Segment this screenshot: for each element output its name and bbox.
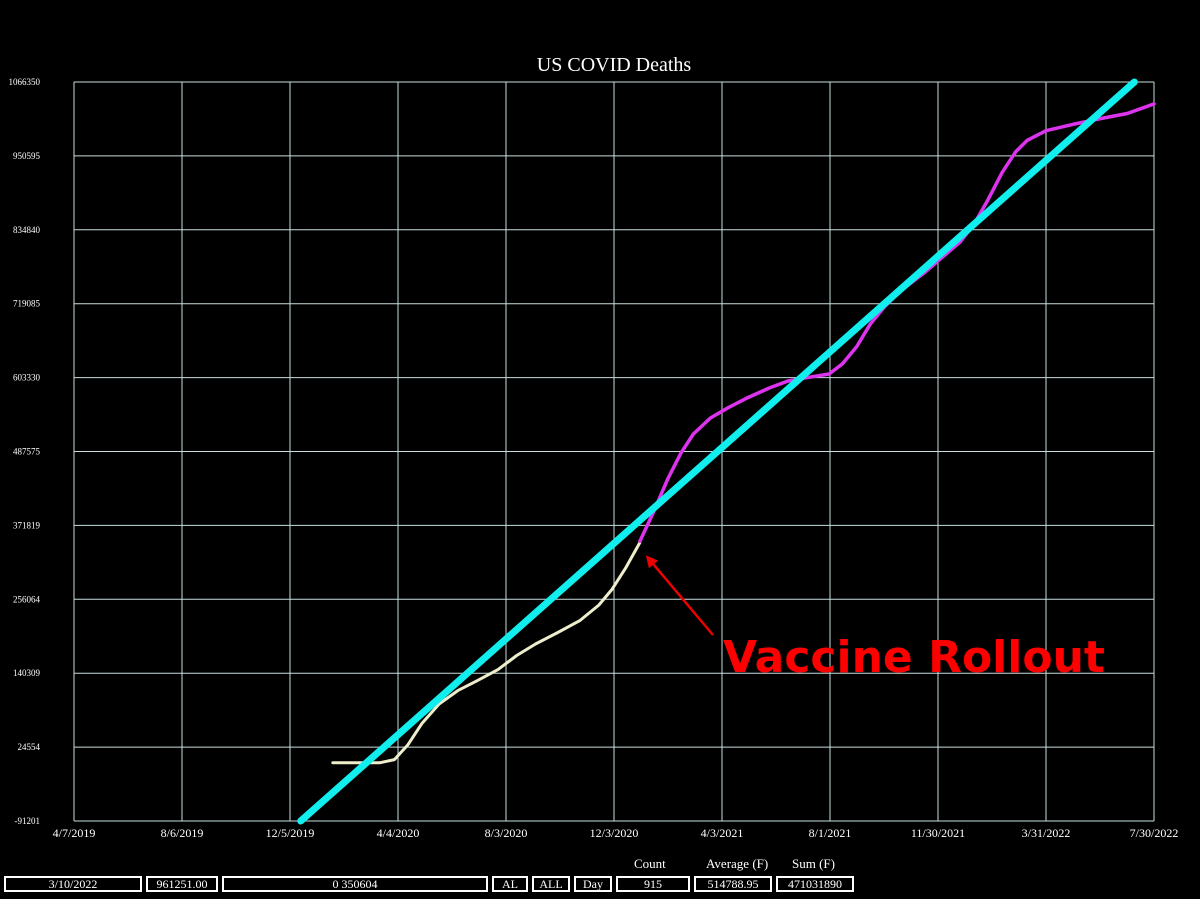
y-tick-label: 950595: [13, 151, 41, 161]
series-line-1: [638, 102, 1156, 543]
y-tick-label: 719085: [13, 299, 41, 309]
x-tick-label: 12/3/2020: [590, 826, 639, 840]
value-field[interactable]: 961251.00: [146, 876, 218, 892]
y-tick-label: 1066350: [9, 77, 41, 87]
x-axis: 4/7/2019 8/6/2019 12/5/2019 4/4/2020 8/3/202…: [53, 826, 1179, 840]
filter-button[interactable]: ALL: [532, 876, 570, 892]
annotation-text: Vaccine Rollout: [723, 632, 1105, 683]
x-tick-label: 4/3/2021: [701, 826, 744, 840]
y-axis: 1066350 950595 834840 719085 603330 487575 371…: [9, 77, 41, 826]
x-tick-label: 8/3/2020: [485, 826, 528, 840]
annotation: Vaccine Rollout: [645, 555, 1105, 683]
sum-header: Sum (F): [792, 856, 835, 871]
date-field[interactable]: 3/10/2022: [4, 876, 142, 892]
x-tick-label: 4/7/2019: [53, 826, 96, 840]
series-line-0: [331, 541, 642, 765]
series-line-2: [297, 78, 1138, 825]
y-tick-label: 24554: [18, 742, 41, 752]
y-tick-label: 834840: [13, 225, 41, 235]
average-header: Average (F): [706, 856, 769, 871]
sum-field: 471031890: [776, 876, 854, 892]
x-tick-label: 8/6/2019: [161, 826, 204, 840]
count-header: Count: [634, 856, 666, 871]
count-field: 915: [616, 876, 690, 892]
x-tick-label: 11/30/2021: [911, 826, 965, 840]
chart-title: US COVID Deaths: [537, 54, 692, 76]
grid: [73, 81, 1155, 822]
annotation-arrow: [652, 563, 714, 636]
x-tick-label: 4/4/2020: [377, 826, 420, 840]
y-tick-label: 256064: [13, 594, 41, 604]
series-group: [297, 78, 1156, 825]
period-button[interactable]: Day: [574, 876, 612, 892]
y-tick-label: -91201: [15, 816, 41, 826]
range-field[interactable]: 0 350604: [222, 876, 488, 892]
x-tick-label: 12/5/2019: [266, 826, 315, 840]
x-tick-label: 3/31/2022: [1022, 826, 1071, 840]
y-tick-label: 371819: [13, 520, 41, 530]
x-tick-label: 7/30/2022: [1130, 826, 1179, 840]
state-button[interactable]: AL: [492, 876, 528, 892]
y-tick-label: 140309: [13, 668, 41, 678]
y-tick-label: 603330: [13, 373, 41, 383]
y-tick-label: 487575: [13, 447, 41, 457]
x-tick-label: 8/1/2021: [809, 826, 852, 840]
chart: 1066350 950595 834840 719085 603330 487575 371…: [9, 54, 1179, 840]
annotation-arrow-head: [645, 555, 659, 569]
average-field: 514788.95: [694, 876, 772, 892]
